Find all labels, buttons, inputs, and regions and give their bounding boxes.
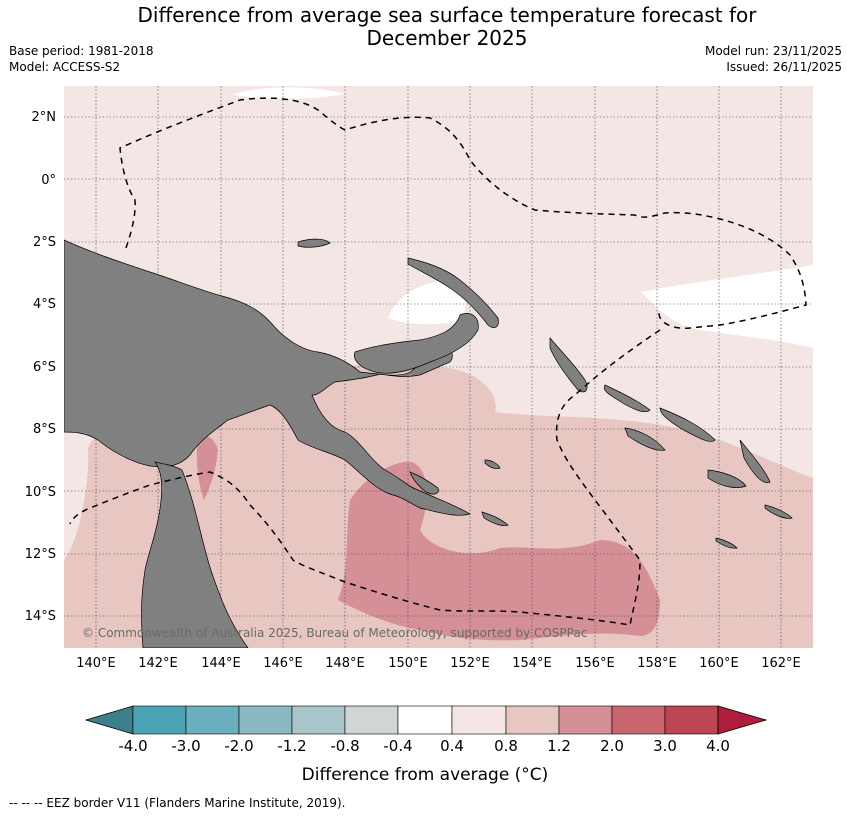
land-trobriand [484,459,501,469]
lon-label: 148°E [325,656,365,671]
land-manus [297,238,331,248]
colorbar-swatch [397,705,453,735]
issued-text: Issued: 26/11/2025 [726,60,842,74]
map-area: © Commonwealth of Australia 2025, Bureau… [64,86,813,648]
colorbar-tick: 3.0 [653,737,677,755]
lat-label: 6°S [33,360,56,375]
meta-left: Base period: 1981-2018 Model: ACCESS-S2 [9,43,154,75]
land-islet-southeast [715,537,738,549]
copyright-text: © Commonwealth of Australia 2025, Bureau… [82,626,587,640]
colorbar-title: Difference from average (°C) [302,765,549,785]
lat-label: 14°S [25,609,56,624]
colorbar-tick: -0.8 [330,737,359,755]
land-new-britain [354,313,479,374]
model-text: Model: ACCESS-S2 [9,60,121,74]
colorbar-swatch [451,705,507,735]
colorbar-swatch [611,705,666,735]
land-dentrecasteaux [409,471,439,495]
neutral-patch-north [232,87,345,99]
lon-label: 158°E [637,656,677,671]
lat-label: 8°S [33,422,56,437]
lat-label: 0° [41,173,56,188]
land-new-ireland [407,257,499,328]
colorbar-swatch [185,705,240,735]
lat-label: 2°N [32,110,57,125]
land-makira [707,469,747,488]
lon-label: 162°E [761,656,801,671]
lon-label: 156°E [575,656,615,671]
land-guadalcanal [624,427,666,451]
map-title: Difference from average sea surface temp… [0,4,850,50]
lat-label: 4°S [33,297,56,312]
land-malaita [739,439,771,484]
land-louisiade [481,511,509,526]
colorbar-swatch [132,705,187,735]
colorbar-swatch [238,705,293,735]
colorbar-swatch [558,705,613,735]
land-new-guinea [64,239,471,516]
lat-label: 12°S [25,547,56,562]
colorbar-tick: -3.0 [171,737,200,755]
land-cape-york [141,461,249,648]
lon-label: 142°E [138,656,178,671]
lon-label: 160°E [699,656,739,671]
neutral-patch-bismarck [388,278,467,325]
colorbar-tick: -4.0 [118,737,147,755]
land-choiseul [603,384,651,413]
lon-label: 150°E [388,656,428,671]
eez-borders [69,97,807,626]
longitude-labels: 140°E 142°E 144°E 146°E 148°E 150°E 152°… [76,656,801,671]
colorbar-arrow-high [717,705,768,735]
colorbar: -4.0 -3.0 -2.0 -1.2 -0.8 -0.4 0.4 0.8 1.… [84,705,768,785]
latitude-labels: 2°N 0° 2°S 4°S 6°S 8°S 10°S 12°S 14°S [25,110,56,624]
model-run-text: Model run: 23/11/2025 [704,44,842,58]
colorbar-tick: 0.8 [494,737,518,755]
colorbar-swatch [344,705,399,735]
colorbar-tick: -0.4 [383,737,412,755]
land-santa-isabel [659,407,716,442]
colorbar-swatch [664,705,719,735]
colorbar-swatch [505,705,560,735]
colorbar-swatch [291,705,346,735]
lon-label: 146°E [263,656,303,671]
lon-label: 144°E [201,656,241,671]
colorbar-tick: -2.0 [224,737,253,755]
colorbar-tick: 0.4 [440,737,464,755]
lat-label: 10°S [25,485,56,500]
anomaly-band-1.2-2.0-torres [196,436,218,500]
lon-label: 154°E [512,656,552,671]
title-line-2: December 2025 [366,26,528,50]
colorbar-arrow-low [84,705,134,735]
neutral-patch-east [641,265,813,348]
base-period-text: Base period: 1981-2018 [9,44,154,58]
colorbar-ticks: -4.0 -3.0 -2.0 -1.2 -0.8 -0.4 0.4 0.8 1.… [118,737,730,755]
lon-label: 140°E [76,656,116,671]
meta-right: Model run: 23/11/2025 Issued: 26/11/2025 [705,43,842,75]
eez-footnote: -- -- -- EEZ border V11 (Flanders Marine… [9,796,346,810]
colorbar-tick: -1.2 [277,737,306,755]
title-line-1: Difference from average sea surface temp… [137,3,757,27]
land-islet-east [764,504,793,519]
land-bougainville [549,337,588,393]
colorbar-tick: 2.0 [600,737,624,755]
colorbar-tick: 4.0 [706,737,730,755]
colorbar-tick: 1.2 [547,737,571,755]
lat-label: 2°S [33,235,56,250]
lon-label: 152°E [450,656,490,671]
